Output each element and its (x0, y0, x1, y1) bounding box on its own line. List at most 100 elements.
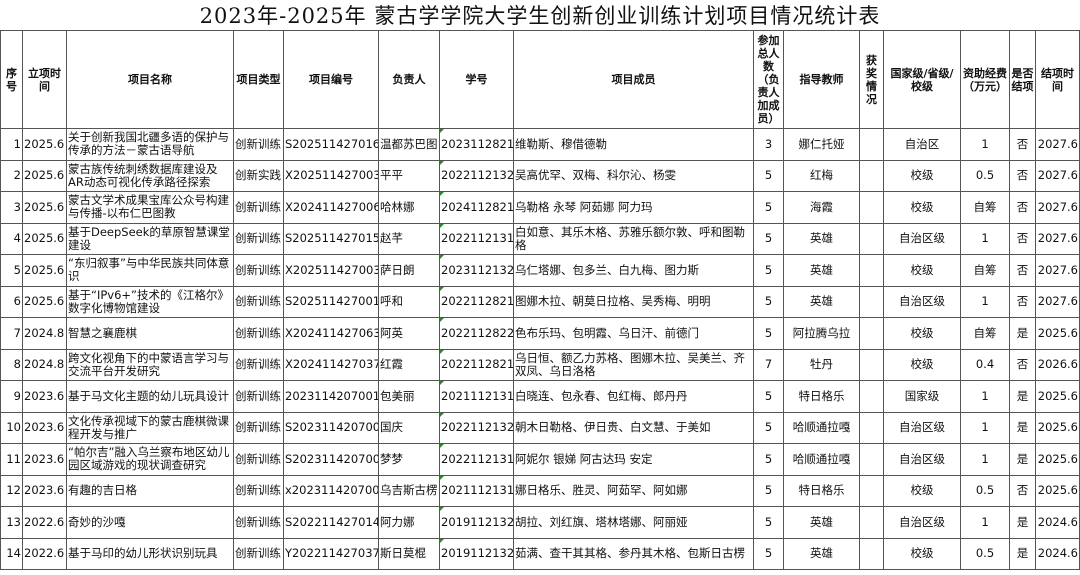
cell-project-name[interactable]: 智慧之襄鹿棋 (66, 317, 234, 350)
cell-seq[interactable]: 3 (0, 191, 23, 224)
cell-level[interactable]: 国家级 (883, 380, 961, 413)
cell-advisor[interactable]: 英雄 (783, 254, 860, 287)
cell-members[interactable]: 乌日恒、额乙力苏格、图娜木拉、吴美兰、齐双凤、乌日洛格 (513, 348, 754, 381)
cell-members[interactable]: 乌仁塔娜、包多兰、白九梅、图力斯 (513, 254, 754, 287)
cell-date[interactable]: 2023.6 (22, 411, 67, 444)
cell-completion-date[interactable]: 2025.6 (1035, 474, 1080, 507)
cell-award[interactable] (859, 222, 884, 255)
cell-level[interactable]: 校级 (883, 348, 961, 381)
cell-seq[interactable]: 9 (0, 380, 23, 413)
cell-leader[interactable]: 平平 (378, 159, 440, 192)
cell-member-count[interactable]: 5 (753, 285, 784, 318)
cell-leader[interactable]: 包美丽 (378, 380, 440, 413)
cell-student-id[interactable]: 202311213214 (439, 254, 514, 287)
cell-advisor[interactable]: 娜仁托娅 (783, 128, 860, 161)
cell-leader[interactable]: 红霞 (378, 348, 440, 381)
cell-award[interactable] (859, 285, 884, 318)
cell-funding[interactable]: 1 (960, 128, 1010, 161)
cell-award[interactable] (859, 443, 884, 476)
cell-project-code[interactable]: X2025114270035 (283, 254, 379, 287)
cell-funding[interactable]: 1 (960, 380, 1010, 413)
cell-advisor[interactable]: 英雄 (783, 506, 860, 539)
cell-date[interactable]: 2025.6 (22, 285, 67, 318)
cell-member-count[interactable]: 5 (753, 317, 784, 350)
cell-project-name[interactable]: 有趣的吉日格 (66, 474, 234, 507)
cell-student-id[interactable]: 202311282119 (439, 128, 514, 161)
cell-completed[interactable]: 否 (1009, 222, 1036, 255)
cell-award[interactable] (859, 380, 884, 413)
cell-completed[interactable]: 是 (1009, 317, 1036, 350)
cell-project-name[interactable]: 基于马印的幼儿形状识别玩具 (66, 537, 234, 570)
cell-completion-date[interactable]: 2027.6 (1035, 128, 1080, 161)
cell-members[interactable]: 维勒斯、穆借德勒 (513, 128, 754, 161)
cell-members[interactable]: 茹满、查干其其格、参丹其木格、包斯日古楞 (513, 537, 754, 570)
cell-member-count[interactable]: 5 (753, 380, 784, 413)
cell-project-type[interactable]: 创新训练 (233, 537, 284, 570)
cell-project-type[interactable]: 创新训练 (233, 222, 284, 255)
cell-seq[interactable]: 4 (0, 222, 23, 255)
cell-completed[interactable]: 否 (1009, 285, 1036, 318)
cell-completion-date[interactable]: 2027.6 (1035, 254, 1080, 287)
cell-member-count[interactable]: 5 (753, 443, 784, 476)
cell-seq[interactable]: 7 (0, 317, 23, 350)
cell-member-count[interactable]: 5 (753, 506, 784, 539)
cell-members[interactable]: 胡拉、刘红旗、塔林塔娜、阿丽娅 (513, 506, 754, 539)
cell-project-type[interactable]: 创新训练 (233, 317, 284, 350)
cell-completed[interactable]: 否 (1009, 191, 1036, 224)
cell-level[interactable]: 校级 (883, 317, 961, 350)
cell-project-name[interactable]: 奇妙的沙嘎 (66, 506, 234, 539)
cell-funding[interactable]: 1 (960, 285, 1010, 318)
cell-advisor[interactable]: 英雄 (783, 537, 860, 570)
cell-project-type[interactable]: 创新训练 (233, 191, 284, 224)
cell-student-id[interactable]: 202211213124 (439, 222, 514, 255)
cell-member-count[interactable]: 3 (753, 128, 784, 161)
cell-project-code[interactable]: X2024114270069 (283, 191, 379, 224)
cell-completed[interactable]: 是 (1009, 380, 1036, 413)
cell-funding[interactable]: 0.5 (960, 537, 1010, 570)
cell-award[interactable] (859, 506, 884, 539)
cell-project-code[interactable]: 2023114207001 (283, 380, 379, 413)
cell-student-id[interactable]: 202211282110 (439, 285, 514, 318)
cell-level[interactable]: 校级 (883, 254, 961, 287)
cell-completed[interactable]: 是 (1009, 443, 1036, 476)
cell-funding[interactable]: 自筹 (960, 191, 1010, 224)
cell-leader[interactable]: 赵芊 (378, 222, 440, 255)
cell-funding[interactable]: 0.5 (960, 159, 1010, 192)
cell-leader[interactable]: 国庆 (378, 411, 440, 444)
cell-level[interactable]: 自治区级 (883, 285, 961, 318)
cell-level[interactable]: 自治区级 (883, 222, 961, 255)
cell-member-count[interactable]: 5 (753, 159, 784, 192)
cell-completed[interactable]: 否 (1009, 254, 1036, 287)
cell-project-code[interactable]: X202411427037 (283, 348, 379, 381)
cell-member-count[interactable]: 5 (753, 537, 784, 570)
cell-date[interactable]: 2025.6 (22, 254, 67, 287)
cell-completed[interactable]: 否 (1009, 159, 1036, 192)
cell-award[interactable] (859, 474, 884, 507)
cell-leader[interactable]: 阿英 (378, 317, 440, 350)
cell-members[interactable]: 白如意、其乐木格、苏雅乐额尔敦、呼和图勒格 (513, 222, 754, 255)
cell-award[interactable] (859, 317, 884, 350)
cell-completed[interactable]: 是 (1009, 537, 1036, 570)
cell-members[interactable]: 色布乐玛、包明霞、乌日汗、前德门 (513, 317, 754, 350)
cell-funding[interactable]: 1 (960, 443, 1010, 476)
cell-student-id[interactable]: 202211213212 (439, 159, 514, 192)
cell-date[interactable]: 2023.6 (22, 380, 67, 413)
cell-seq[interactable]: 12 (0, 474, 23, 507)
cell-members[interactable]: 朝木日勒格、伊日贵、白文慧、于美如 (513, 411, 754, 444)
cell-seq[interactable]: 2 (0, 159, 23, 192)
cell-members[interactable]: 吴高优罕、双梅、科尔沁、杨雯 (513, 159, 754, 192)
cell-completion-date[interactable]: 2025.6 (1035, 443, 1080, 476)
cell-award[interactable] (859, 128, 884, 161)
cell-project-type[interactable]: 创新训练 (233, 411, 284, 444)
cell-project-name[interactable]: “帕尔吉”融入乌兰察布地区幼儿园区域游戏的现状调查研究 (66, 443, 234, 476)
cell-leader[interactable]: 呼和 (378, 285, 440, 318)
cell-project-code[interactable]: S20231142070024 (283, 443, 379, 476)
cell-funding[interactable]: 1 (960, 506, 1010, 539)
cell-advisor[interactable]: 红梅 (783, 159, 860, 192)
cell-project-code[interactable]: X20251142700339 (283, 159, 379, 192)
cell-project-type[interactable]: 创新实践 (233, 159, 284, 192)
cell-advisor[interactable]: 特日格乐 (783, 474, 860, 507)
cell-completion-date[interactable]: 2024.6 (1035, 537, 1080, 570)
cell-completed[interactable]: 是 (1009, 411, 1036, 444)
cell-project-code[interactable]: S202511427015 (283, 222, 379, 255)
